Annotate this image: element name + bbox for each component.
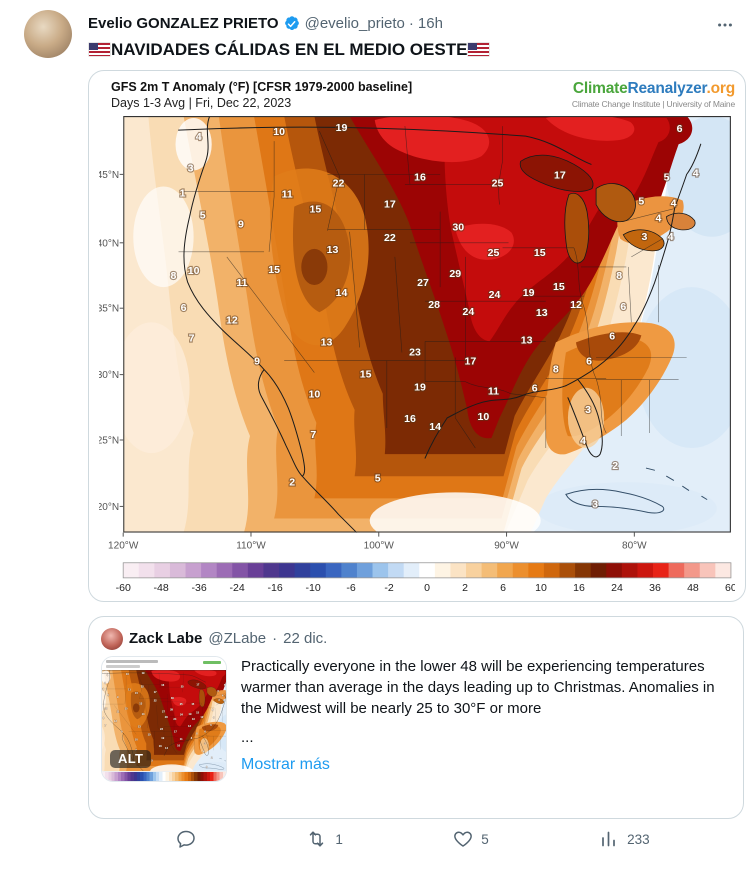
thumbnail-header [102, 657, 226, 670]
anomaly-map: 4310191625176542211151517922301325155443… [99, 116, 735, 594]
svg-text:-24: -24 [230, 582, 245, 594]
analytics-icon [602, 831, 615, 847]
verified-badge-icon [284, 16, 299, 31]
svg-text:-2: -2 [384, 582, 394, 594]
svg-text:48: 48 [687, 582, 699, 594]
user-name[interactable]: Evelio GONZALEZ PRIETO [88, 15, 279, 32]
svg-text:110°W: 110°W [236, 541, 266, 552]
svg-text:35°N: 35°N [99, 304, 119, 315]
user-handle[interactable]: @evelio_prieto [304, 15, 405, 32]
svg-text:80°W: 80°W [622, 541, 647, 552]
brand-part3: .org [706, 80, 736, 97]
svg-text:2: 2 [462, 582, 468, 594]
latitude-axis: 45°N 40°N 35°N 30°N 25°N 20°N [99, 170, 124, 513]
retweet-button[interactable]: 1 [306, 829, 343, 849]
brand-part2: Reanalyzer [627, 80, 707, 97]
svg-text:90°W: 90°W [494, 541, 519, 552]
svg-text:-10: -10 [305, 582, 320, 594]
show-more-link[interactable]: Mostrar más [241, 756, 330, 773]
quoted-avatar[interactable] [101, 628, 123, 650]
svg-text:40°N: 40°N [99, 238, 119, 249]
map-plot [123, 116, 731, 533]
map-header: GFS 2m T Anomaly (°F) [CFSR 1979-2000 ba… [89, 71, 745, 110]
svg-text:120°W: 120°W [108, 541, 139, 552]
quoted-user-name[interactable]: Zack Labe [129, 630, 203, 647]
svg-text:-36: -36 [192, 582, 207, 594]
separator-dot: · [408, 15, 414, 32]
colorbar-ticks: -60 -48 -36 -24 -16 -10 -6 -2 0 2 6 10 16 24 36 48 60 [116, 582, 735, 594]
svg-text:20°N: 20°N [99, 502, 119, 513]
reply-button[interactable] [176, 829, 196, 849]
svg-text:36: 36 [649, 582, 661, 594]
quoted-timestamp: 22 dic. [283, 630, 328, 647]
quoted-media-thumbnail[interactable]: ALT [101, 656, 227, 782]
heart-icon [454, 831, 473, 847]
avatar[interactable] [24, 10, 72, 58]
tweet-header: Evelio GONZALEZ PRIETO @evelio_prieto · … [88, 8, 746, 34]
brand-tagline: Climate Change Institute | University of… [571, 99, 735, 109]
map-subtitle: Days 1-3 Avg | Fri, Dec 22, 2023 [111, 96, 292, 110]
quoted-separator: · [272, 630, 278, 647]
timestamp[interactable]: 16h [417, 15, 443, 32]
retweet-count: 1 [335, 831, 343, 847]
svg-text:-16: -16 [268, 582, 283, 594]
svg-text:24: 24 [611, 582, 623, 594]
svg-text:-48: -48 [154, 582, 169, 594]
brand-part1: Climate [572, 80, 628, 97]
map-card[interactable]: GFS 2m T Anomaly (°F) [CFSR 1979-2000 ba… [88, 70, 746, 602]
svg-text:45°N: 45°N [99, 170, 119, 181]
like-count: 5 [481, 831, 489, 847]
retweet-icon [310, 831, 324, 847]
map-title: GFS 2m T Anomaly (°F) [CFSR 1979-2000 ba… [111, 80, 413, 94]
colorbar [122, 562, 732, 579]
us-flag-icon [89, 43, 110, 56]
more-options-button[interactable] [714, 14, 736, 36]
svg-text:6: 6 [500, 582, 506, 594]
svg-text:-6: -6 [346, 582, 356, 594]
reply-icon [177, 830, 195, 848]
more-icon [718, 23, 732, 27]
svg-text:100°W: 100°W [364, 541, 395, 552]
climatereanalyzer-logo: ClimateReanalyzer.org Climate Change Ins… [572, 80, 735, 110]
svg-text:60: 60 [725, 582, 735, 594]
svg-text:16: 16 [573, 582, 585, 594]
thumbnail-colorbar [102, 771, 226, 781]
alt-badge[interactable]: ALT [110, 750, 152, 768]
tweet-text: NAVIDADES CÁLIDAS EN EL MEDIO OESTE [88, 38, 746, 62]
svg-text:-60: -60 [116, 582, 131, 594]
svg-text:0: 0 [424, 582, 430, 594]
quoted-ellipsis: ... [241, 729, 254, 746]
longitude-axis: 120°W 110°W 100°W 90°W 80°W [108, 532, 647, 552]
like-button[interactable]: 5 [453, 829, 489, 849]
svg-text:30°N: 30°N [99, 370, 119, 381]
quoted-tweet[interactable]: Zack Labe @ZLabe · 22 dic. ALT Practical… [88, 616, 744, 819]
quoted-text: Practically everyone in the lower 48 wil… [241, 656, 731, 806]
quoted-user-handle: @ZLabe [208, 630, 267, 647]
svg-text:25°N: 25°N [99, 436, 119, 447]
quoted-header: Zack Labe @ZLabe · 22 dic. [101, 628, 731, 650]
us-flag-icon [468, 43, 490, 56]
svg-text:10: 10 [535, 582, 547, 594]
views-button[interactable]: 233 [599, 829, 650, 849]
view-count: 233 [627, 831, 650, 847]
action-bar: 1 5 233 [176, 829, 754, 855]
